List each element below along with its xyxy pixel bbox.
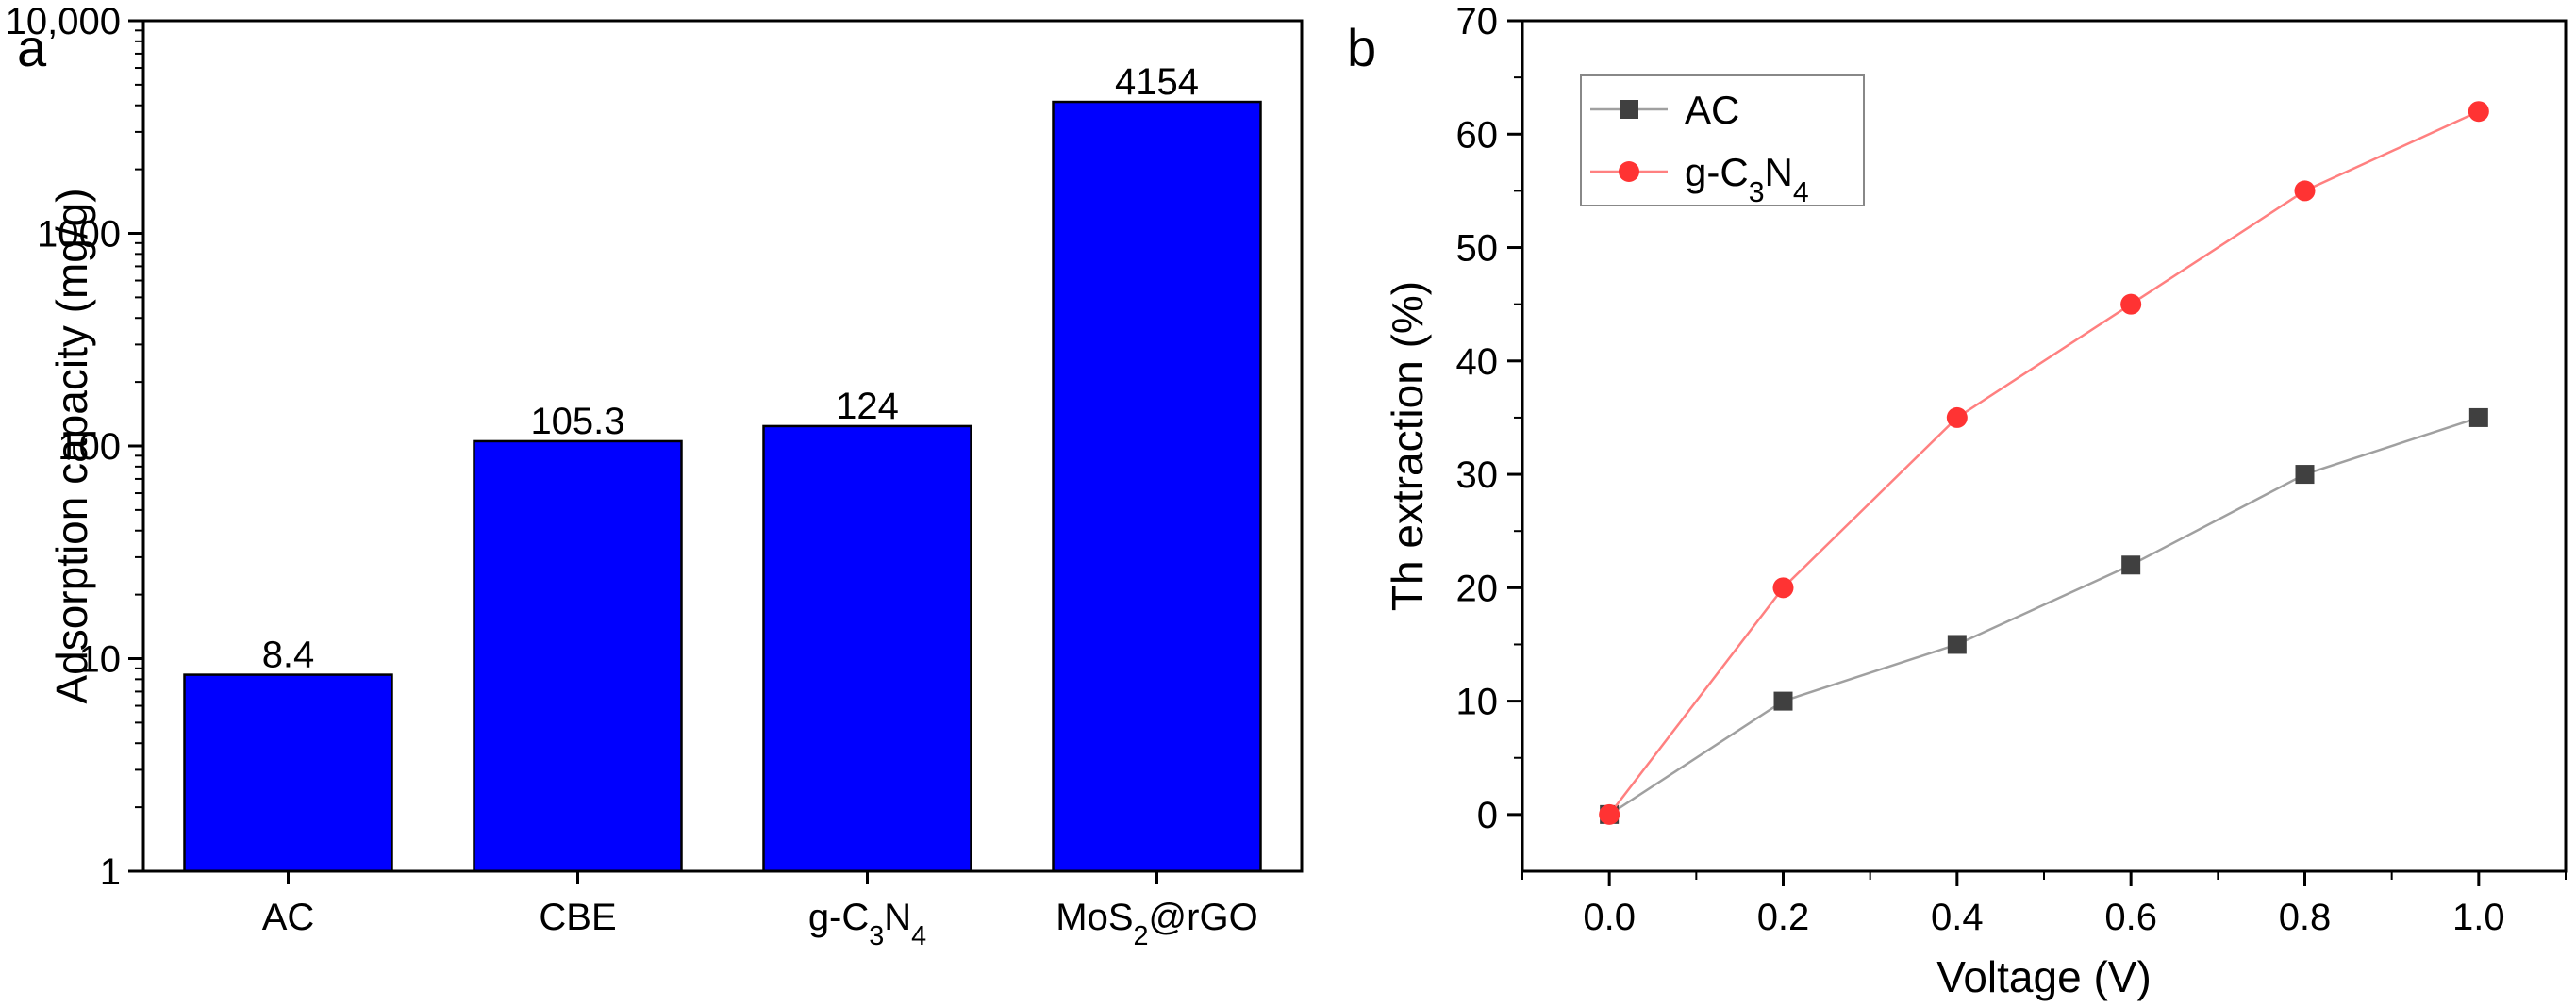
panel-b-legend-box [1580, 74, 1865, 206]
panel-b-legend: AC g-C3N4 [1580, 74, 1865, 208]
panel-a-bar-g-c3n4 [762, 424, 972, 873]
panel-b-legend-label-ac: AC [1685, 88, 1739, 132]
panel-b-x-tick-label: 0.0 [1583, 897, 1636, 938]
panel-a-label: a [17, 18, 47, 77]
panel-b-label: b [1347, 18, 1376, 77]
panel-b-series-line-ac [1608, 416, 2480, 816]
panel-b-x-axis-label: Voltage (V) [1936, 952, 2152, 1001]
panel-a-y-tick-label: 10 [79, 639, 122, 681]
panel-a-bar-mos2-rgo [1052, 100, 1262, 873]
panel-b-y-axis-label: Th extraction (%) [1383, 281, 1432, 611]
panel-a-x-tick-label: MoS2@rGO [1055, 897, 1257, 951]
panel-b-point-ac [1947, 635, 1967, 654]
panel-b-x-tick-label: 0.4 [1931, 897, 1984, 938]
panel-a-data-label: 4154 [1115, 61, 1199, 103]
panel-b-x-tick-label: 0.6 [2104, 897, 2157, 938]
panel-b-legend-marker-ac [1620, 100, 1638, 119]
panel-a-y-axis-label: Adsorption capacity (mg/g) [47, 188, 96, 703]
panel-a-y-tick-label: 100 [58, 426, 121, 468]
panel-b-y-tick-label: 50 [1456, 228, 1499, 270]
panel-a-data-label: 105.3 [530, 401, 624, 442]
panel-a-bar-cbe [473, 439, 683, 873]
panel-b-point-g-c3n4 [1599, 803, 1620, 825]
panel-b-line-chart: b Th extraction (%) Voltage (V) 0 10 20 30 4… [1347, 1, 2568, 1001]
panel-b-point-ac [2295, 465, 2315, 485]
panel-b-y-tick-label: 10 [1456, 682, 1499, 723]
panel-b-y-tick-label: 70 [1456, 1, 1499, 42]
panel-b-point-g-c3n4 [1772, 577, 1794, 599]
panel-b-y-tick-label: 60 [1456, 114, 1499, 156]
panel-a-data-label: 124 [836, 386, 899, 427]
panel-a-x-tick-label: AC [262, 897, 315, 938]
panel-b-y-tick-label: 30 [1456, 454, 1499, 496]
panel-b-x-tick-label: 1.0 [2452, 897, 2505, 938]
panel-b-point-g-c3n4 [1946, 406, 1968, 428]
panel-b-plot-frame [1521, 19, 2568, 873]
panel-b-point-g-c3n4 [2468, 101, 2489, 123]
panel-a-x-tick-label: g-C3N4 [808, 897, 926, 951]
panel-b-point-ac [1773, 691, 1793, 711]
panel-a-bar-ac [183, 673, 393, 873]
panel-b-point-ac [2468, 407, 2488, 427]
panel-a-bar-chart: a Adsorption capacity (mg/g) 1 10 100 1000 1… [6, 1, 1304, 951]
panel-b-x-tick-label: 0.2 [1757, 897, 1810, 938]
panel-b-x-tick-label: 0.8 [2279, 897, 2332, 938]
panel-a-x-tick-label: CBE [539, 897, 616, 938]
panel-a-y-tick-label: 10,000 [6, 1, 121, 42]
panel-b-point-ac [2121, 555, 2141, 575]
panel-a-data-label: 8.4 [262, 635, 315, 676]
panel-b-point-g-c3n4 [2120, 293, 2142, 315]
panel-b-y-tick-label: 0 [1477, 795, 1498, 836]
panel-b-y-tick-label: 40 [1456, 341, 1499, 383]
panel-a-y-tick-label: 1 [100, 851, 121, 893]
panel-b-point-g-c3n4 [2294, 180, 2316, 202]
panel-b-legend-label-g-c3n4: g-C3N4 [1685, 150, 1809, 208]
panel-b-y-tick-label: 20 [1456, 568, 1499, 609]
panel-b-series-line-g-c3n4 [1608, 110, 2480, 816]
panel-a-y-tick-label: 1000 [37, 214, 121, 256]
panel-a-plot-frame [141, 19, 1304, 873]
panel-b-legend-marker-g-c3n4 [1619, 161, 1639, 182]
